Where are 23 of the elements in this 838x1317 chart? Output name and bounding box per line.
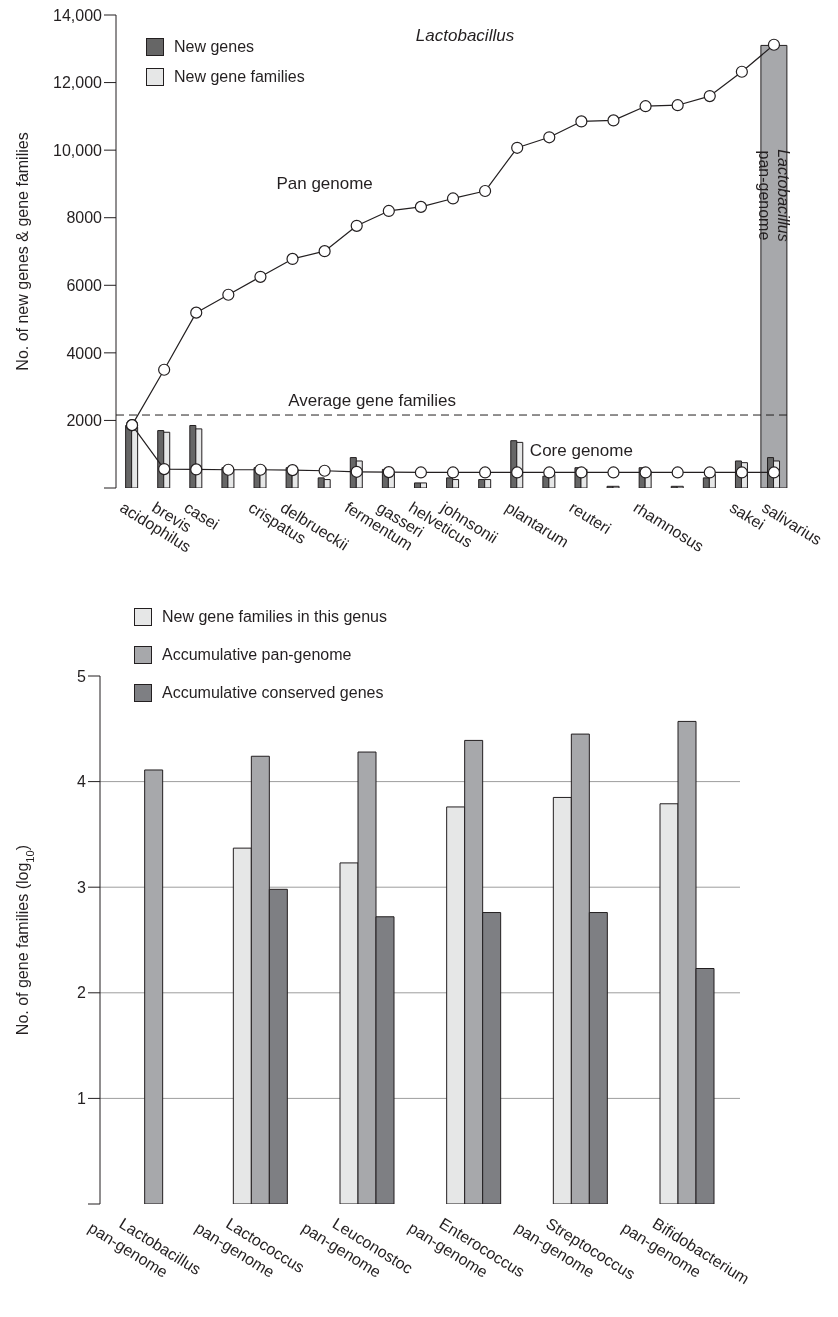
ref-line-label: Average gene families — [288, 391, 457, 411]
legend-label: Accumulative pan-genome — [162, 646, 352, 664]
text: Lactobacillus — [414, 26, 516, 46]
legend-label: Accumulative conserved genes — [162, 684, 384, 702]
legend-label: New genes — [174, 38, 255, 56]
y-tick-label: 8000 — [66, 209, 103, 227]
y-tick-label: 3 — [77, 878, 87, 896]
series-label: Core genome — [529, 441, 633, 461]
annotation: Lactobacillus pan-genome — [755, 149, 792, 242]
legend-label: New gene families — [174, 68, 305, 86]
y-tick-label: 14,000 — [53, 6, 103, 24]
y-tick-label: 1 — [77, 1090, 87, 1108]
y-tick-label: 5 — [77, 667, 87, 685]
series-label: Pan genome — [276, 174, 373, 194]
y-tick-label: 10,000 — [53, 141, 103, 159]
y-tick-label: 2 — [77, 984, 87, 1002]
y-tick-label: 6000 — [66, 276, 103, 294]
y-tick-label: 12,000 — [53, 74, 103, 92]
y-axis-title: No. of new genes & gene families — [14, 132, 31, 371]
y-tick-label: 4 — [77, 773, 87, 791]
y-tick-label: 2000 — [66, 412, 103, 430]
y-tick-label: 4000 — [66, 344, 103, 362]
legend-label: New gene families in this genus — [162, 608, 388, 626]
